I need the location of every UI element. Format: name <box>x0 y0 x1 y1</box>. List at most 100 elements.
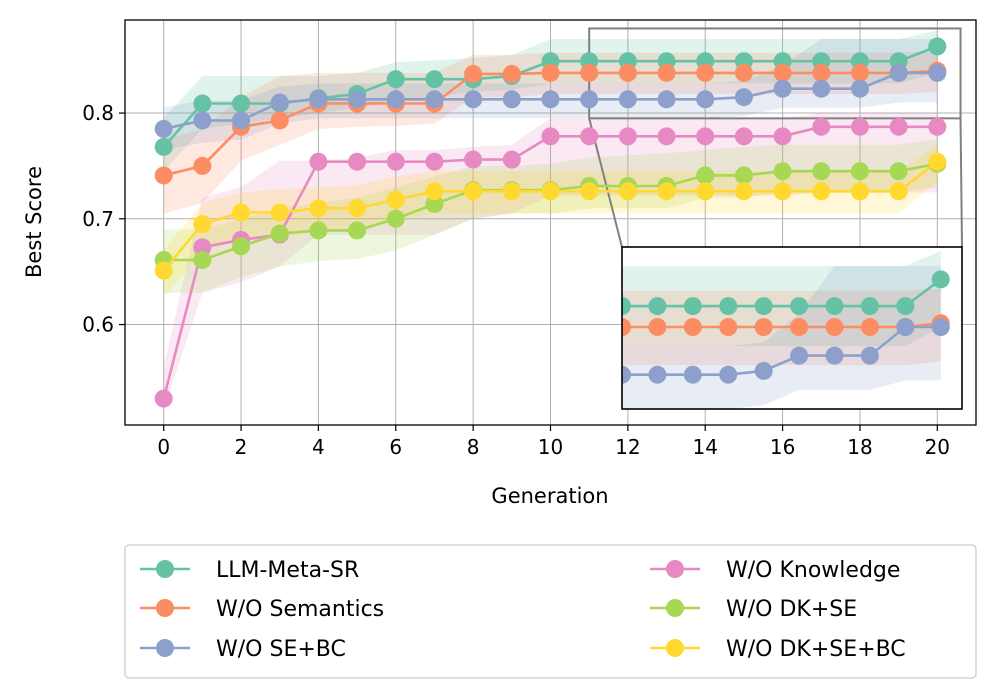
data-point-w-o-se-bc <box>850 79 869 98</box>
data-point-w-o-dk-se <box>889 162 908 181</box>
legend-label: W/O SE+BC <box>216 637 346 662</box>
data-point-w-o-dk-se-bc <box>270 203 289 222</box>
data-point-w-o-knowledge <box>657 127 676 146</box>
data-point-w-o-se-bc <box>889 63 908 82</box>
data-point-w-o-dk-se <box>348 221 367 240</box>
inset-band <box>622 250 941 347</box>
data-point-w-o-knowledge <box>386 152 405 171</box>
inset-data-point <box>622 318 631 337</box>
data-point-w-o-dk-se <box>193 251 212 270</box>
inset-plot <box>621 246 963 410</box>
data-point-w-o-semantics <box>193 156 212 175</box>
data-point-w-o-dk-se-bc <box>502 182 521 201</box>
inset-data-point <box>648 318 667 337</box>
inset-data-point <box>719 318 738 337</box>
data-point-w-o-dk-se-bc <box>889 182 908 201</box>
data-point-w-o-se-bc <box>309 90 328 109</box>
data-point-w-o-knowledge <box>193 238 212 257</box>
inset-data-point <box>860 346 879 365</box>
data-point-w-o-semantics <box>850 63 869 82</box>
data-point-w-o-se-bc <box>502 90 521 109</box>
inset-content <box>622 250 950 409</box>
legend-marker <box>156 560 174 578</box>
inset-data-point <box>790 346 809 365</box>
data-point-llm-meta-sr <box>425 70 444 89</box>
x-tick-label: 16 <box>770 435 795 459</box>
x-tick-label: 2 <box>235 435 248 459</box>
data-point-w-o-knowledge <box>348 152 367 171</box>
x-tick-label: 8 <box>467 435 480 459</box>
data-point-w-o-dk-se-bc <box>386 190 405 209</box>
data-point-w-o-knowledge <box>812 117 831 136</box>
data-point-w-o-dk-se <box>425 194 444 213</box>
legend-frame <box>124 544 977 679</box>
series-w-o-dk-se-bc <box>154 152 947 280</box>
data-point-llm-meta-sr <box>928 37 947 56</box>
inset-frame <box>621 246 963 410</box>
x-tick-label: 0 <box>157 435 170 459</box>
data-point-w-o-dk-se <box>386 209 405 228</box>
data-point-w-o-se-bc <box>348 90 367 109</box>
inset-data-point <box>790 318 809 337</box>
x-tick-label: 20 <box>925 435 950 459</box>
inset-data-point <box>683 297 702 316</box>
legend-marker <box>666 639 684 657</box>
data-point-w-o-dk-se-bc <box>850 182 869 201</box>
data-point-w-o-knowledge <box>425 152 444 171</box>
data-point-w-o-semantics <box>734 63 753 82</box>
legend-entry-w-o-semantics: W/O Semantics <box>140 597 384 622</box>
inset-data-point <box>931 318 950 337</box>
data-point-w-o-semantics <box>812 63 831 82</box>
data-point-w-o-dk-se <box>232 237 251 256</box>
data-point-w-o-knowledge <box>618 127 637 146</box>
data-point-llm-meta-sr <box>232 94 251 113</box>
zoom-connector <box>959 118 963 248</box>
x-tick-label: 4 <box>312 435 325 459</box>
inset-series-line <box>622 325 941 377</box>
data-point-w-o-se-bc <box>425 90 444 109</box>
legend-entry-w-o-se-bc: W/O SE+BC <box>140 637 346 662</box>
data-point-w-o-dk-se <box>270 224 289 243</box>
legend-entry-w-o-dk-se-bc: W/O DK+SE+BC <box>650 637 906 662</box>
y-axis-ticks: 0.6 0.7 0.8 <box>82 101 125 337</box>
data-point-w-o-dk-se <box>696 166 715 185</box>
inset-series-line <box>622 321 941 329</box>
data-point-w-o-dk-se-bc <box>928 152 947 171</box>
inset-data-point <box>622 365 631 384</box>
data-point-w-o-dk-se-bc <box>541 182 560 201</box>
legend-label: LLM-Meta-SR <box>216 558 359 583</box>
data-point-w-o-dk-se-bc <box>812 182 831 201</box>
x-axis-ticks: 0 2 4 6 8 10 12 14 16 18 20 <box>157 425 950 459</box>
legend-label: W/O Knowledge <box>726 558 900 583</box>
data-point-w-o-dk-se <box>734 166 753 185</box>
legend-label: W/O DK+SE <box>726 597 857 622</box>
legend-label: W/O Semantics <box>216 597 384 622</box>
data-point-w-o-dk-se <box>850 162 869 181</box>
data-point-w-o-dk-se-bc <box>309 199 328 218</box>
legend-marker <box>666 560 684 578</box>
x-tick-label: 18 <box>847 435 872 459</box>
data-point-w-o-knowledge <box>734 127 753 146</box>
data-point-w-o-knowledge <box>502 150 521 169</box>
y-tick-label: 0.8 <box>82 101 114 125</box>
legend-entry-llm-meta-sr: LLM-Meta-SR <box>140 558 359 583</box>
data-point-llm-meta-sr <box>154 137 173 156</box>
inset-data-point <box>896 318 915 337</box>
data-point-w-o-se-bc <box>541 90 560 109</box>
data-point-w-o-knowledge <box>928 117 947 136</box>
data-point-llm-meta-sr <box>386 70 405 89</box>
data-point-w-o-knowledge <box>309 152 328 171</box>
inset-series-line <box>622 278 942 308</box>
data-point-w-o-semantics <box>270 111 289 130</box>
data-point-w-o-dk-se-bc <box>773 182 792 201</box>
data-point-w-o-dk-se-bc <box>348 199 367 218</box>
data-point-w-o-se-bc <box>193 111 212 130</box>
x-tick-label: 10 <box>538 435 563 459</box>
data-point-w-o-dk-se-bc <box>734 182 753 201</box>
data-point-w-o-dk-se <box>773 162 792 181</box>
data-point-llm-meta-sr <box>193 94 212 113</box>
data-point-w-o-dk-se-bc <box>154 261 173 280</box>
legend-marker <box>666 599 684 617</box>
legend-marker <box>156 599 174 617</box>
x-tick-label: 14 <box>693 435 718 459</box>
